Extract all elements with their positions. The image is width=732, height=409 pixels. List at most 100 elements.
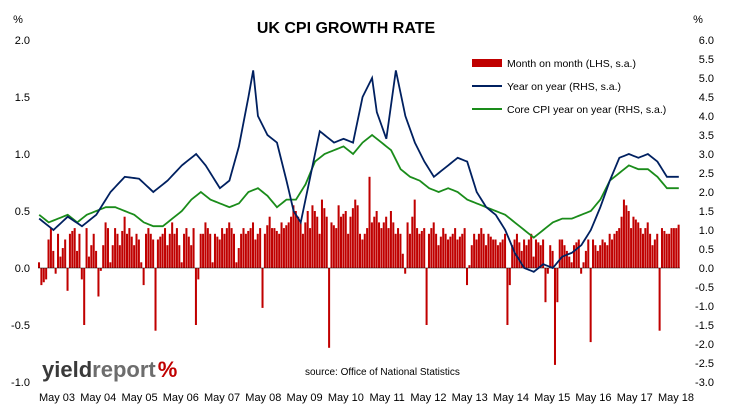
mom-bar (537, 242, 540, 268)
mom-bar (399, 233, 402, 268)
mom-bar (608, 233, 611, 268)
mom-bar (351, 208, 354, 268)
mom-bar (670, 228, 673, 268)
mom-bar (370, 222, 373, 268)
mom-bar (454, 228, 457, 268)
mom-bar (140, 262, 143, 268)
mom-bar (444, 233, 447, 268)
mom-bar (290, 216, 293, 268)
mom-bar (542, 239, 545, 268)
mom-bar (57, 233, 60, 268)
mom-bar (397, 228, 400, 268)
mom-bar (106, 228, 109, 268)
right-tick-label: -1.5 (695, 320, 714, 332)
mom-bar (337, 205, 340, 268)
mom-bar (99, 268, 102, 271)
mom-bar (323, 208, 326, 268)
mom-bar (54, 268, 57, 274)
mom-bar (194, 268, 197, 325)
mom-bar (466, 268, 469, 286)
mom-bar (463, 228, 466, 268)
right-tick-label: -1.0 (695, 301, 714, 313)
left-tick-label: 1.5 (15, 92, 30, 104)
mom-bar (64, 239, 67, 268)
mom-bar (584, 250, 587, 268)
mom-bar (606, 245, 609, 268)
mom-bar (359, 233, 362, 268)
mom-bar (216, 236, 219, 268)
mom-bar (504, 233, 507, 268)
x-tick-label: May 13 (452, 392, 488, 404)
mom-bar (301, 233, 304, 268)
mom-bar (425, 268, 428, 325)
left-axis-unit: % (13, 14, 23, 26)
mom-bar (87, 256, 90, 268)
mom-bar (80, 268, 83, 280)
mom-bar (366, 228, 369, 268)
mom-bar (501, 239, 504, 268)
mom-bar (97, 268, 100, 297)
right-tick-label: 4.0 (699, 111, 714, 123)
x-tick-label: May 16 (575, 392, 611, 404)
mom-bar (263, 233, 266, 268)
mom-bar (202, 233, 205, 268)
mom-bar (211, 262, 214, 268)
mom-bar (487, 233, 490, 268)
x-tick-label: May 03 (39, 392, 75, 404)
right-tick-label: 5.5 (699, 54, 714, 66)
mom-bar (52, 250, 55, 268)
mom-bar (627, 211, 630, 268)
mom-bar (575, 242, 578, 268)
mom-bar (611, 239, 614, 268)
mom-bar (197, 268, 200, 280)
mom-bar (311, 205, 314, 268)
mom-bar (40, 268, 43, 286)
left-tick-label: 2.0 (15, 35, 30, 47)
mom-bar (375, 211, 378, 268)
mom-bar (66, 268, 69, 291)
mom-bar (116, 233, 119, 268)
mom-bar (199, 233, 202, 268)
mom-bar (620, 216, 623, 268)
mom-bar (59, 256, 62, 268)
mom-bar (218, 239, 221, 268)
mom-bar (242, 228, 245, 268)
mom-bar (156, 239, 159, 268)
mom-bar (653, 239, 656, 268)
mom-bar (344, 211, 347, 268)
mom-bar (603, 242, 606, 268)
mom-bar (568, 256, 571, 268)
mom-bar (480, 228, 483, 268)
mom-bar (482, 233, 485, 268)
mom-bar (159, 236, 162, 268)
mom-bar (430, 228, 433, 268)
x-tick-label: May 08 (245, 392, 281, 404)
mom-bar (83, 268, 86, 325)
mom-bar (672, 228, 675, 268)
mom-bar (285, 225, 288, 268)
mom-bar (71, 230, 74, 268)
mom-bar (187, 236, 190, 268)
legend: Month on month (LHS, s.a.) Year on year … (472, 58, 666, 116)
mom-bar (173, 233, 176, 268)
mom-bar (354, 199, 357, 268)
mom-bar (320, 199, 323, 268)
mom-bar (530, 233, 533, 268)
mom-bar (473, 233, 476, 268)
mom-bar (68, 233, 71, 268)
mom-bar (665, 233, 668, 268)
mom-bar (489, 236, 492, 268)
mom-bar (515, 233, 518, 268)
legend-label-core: Core CPI year on year (RHS, s.a.) (507, 104, 666, 116)
mom-bar (318, 233, 321, 268)
mom-bar (244, 233, 247, 268)
mom-bar (527, 239, 530, 268)
logo-text: yieldreport% (42, 357, 177, 382)
mom-bar (273, 228, 276, 268)
mom-bar (142, 268, 145, 286)
x-tick-label: May 06 (163, 392, 199, 404)
mom-bar (427, 233, 430, 268)
mom-bar (280, 222, 283, 268)
mom-bar (599, 245, 602, 268)
mom-bar (240, 233, 243, 268)
